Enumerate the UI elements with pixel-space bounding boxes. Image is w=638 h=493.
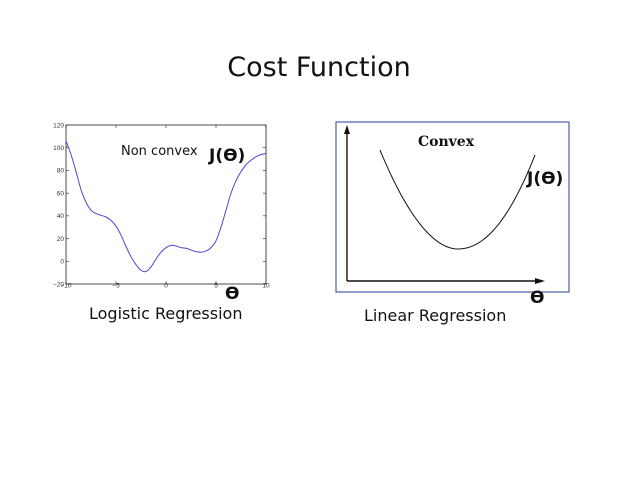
x-tick-label: 10 [262,283,270,290]
y-axis-arrow [344,125,350,134]
x-tick-label: −10 [60,283,71,290]
x-tick-label: 5 [214,283,218,290]
y-tick-label: 120 [53,122,64,129]
x-tick-label: −5 [112,283,120,290]
cost-curve-nonconvex [65,140,267,273]
right-chart-frame [335,121,570,293]
y-tick-label: 20 [57,236,65,243]
y-tick-label: 60 [57,190,65,197]
logistic-regression-caption: Logistic Regression [89,304,243,323]
right-x-axis-label: ϴ [530,288,545,308]
y-tick-label: 80 [57,168,65,175]
left-x-axis-label: ϴ [225,284,240,304]
right-y-axis-label: J(ϴ) [527,169,564,189]
left-y-axis-label: J(ϴ) [209,146,246,166]
cost-curve-convex [379,149,536,250]
y-tick-label: 0 [60,259,64,266]
x-axis-arrow [535,278,545,284]
x-tick-label: 0 [164,283,168,290]
y-tick-label: 40 [57,213,65,220]
non-convex-annotation: Non convex [121,144,198,159]
linear-regression-caption: Linear Regression [364,306,507,325]
slide-title: Cost Function [227,52,411,83]
y-tick-label: −20 [53,281,64,288]
y-tick-label: 100 [53,145,64,152]
convex-title: Convex [418,134,475,150]
